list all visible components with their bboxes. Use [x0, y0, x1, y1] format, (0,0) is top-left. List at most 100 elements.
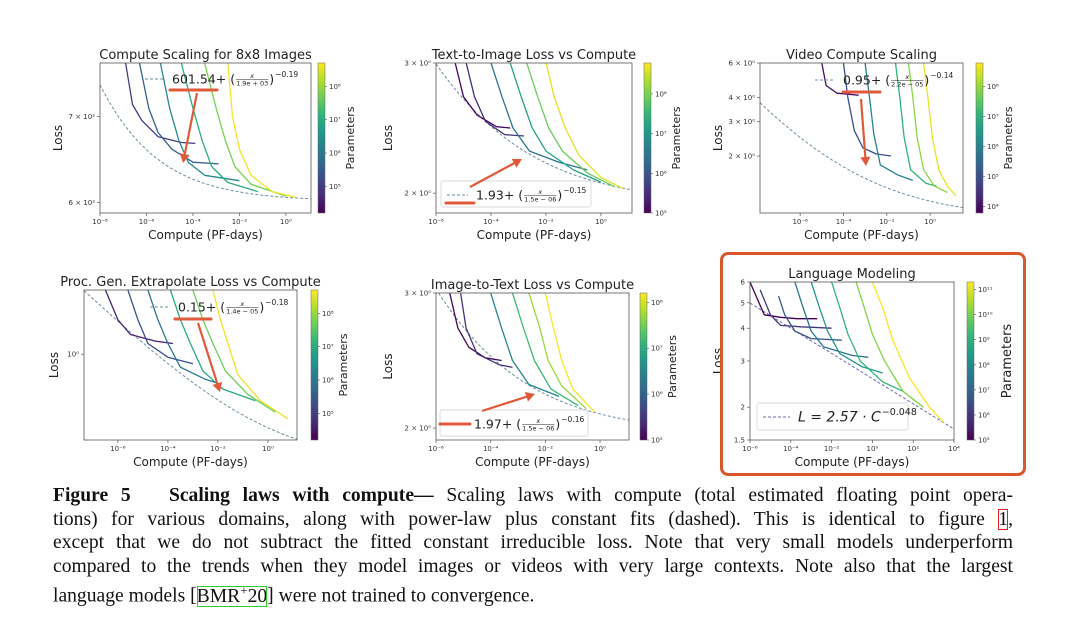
plot-frame: [435, 292, 630, 441]
series-line: [544, 293, 595, 413]
fit-line-dashed: [760, 102, 963, 209]
series-line: [459, 293, 513, 369]
colorbar-label: Parameters: [1002, 106, 1015, 169]
fit-equation-plus: + (: [206, 300, 225, 315]
fit-equation-close: ): [557, 188, 562, 203]
series-line: [454, 63, 511, 129]
fit-numerator: x: [239, 300, 244, 308]
y-tick-label: 6 × 10²: [69, 199, 96, 207]
colorbar-tick-label: 10⁷: [987, 113, 999, 121]
colorbar-tick-label: 10⁸: [655, 90, 667, 98]
series-line: [138, 63, 219, 165]
language-modeling-highlight-box: [720, 252, 1026, 476]
series-line: [104, 290, 173, 345]
fit-equation-constant: 1.93: [476, 188, 504, 203]
caption-line: Figure 5 Scaling laws with compute— Scal…: [53, 484, 1013, 508]
series-line: [449, 293, 502, 362]
fit-line-dashed: [100, 84, 311, 200]
plot-frame: [83, 289, 298, 441]
fit-equation-plus: + (: [504, 188, 523, 203]
y-tick-label: 2 × 10⁰: [405, 425, 432, 433]
colorbar: [643, 62, 652, 214]
annotation-arrow-head-icon: [212, 381, 223, 392]
colorbar-tick-label: 10⁶: [987, 143, 999, 151]
x-axis-label: Compute (PF-days): [477, 228, 592, 242]
y-axis-label: Loss: [51, 125, 65, 151]
y-axis-label: Loss: [381, 353, 395, 379]
fit-equation-constant: 601.54: [172, 72, 216, 87]
plot-area: [100, 63, 311, 213]
caption-text: tions) for various domains, along with p…: [53, 508, 999, 530]
fit-equation-plus: + (: [502, 417, 521, 432]
colorbar-tick-label: 10⁶: [651, 391, 663, 399]
colorbar-tick-label: 10⁶: [978, 411, 990, 419]
fit-equation-constant: 0.95: [843, 73, 871, 88]
y-tick-label: 4 × 10⁰: [729, 94, 756, 102]
fit-equation-close: ): [555, 417, 560, 432]
series-line: [794, 282, 869, 358]
y-tick-label: 5: [741, 299, 745, 307]
colorbar-tick-label: 10⁷: [322, 343, 334, 351]
series-line: [810, 282, 883, 374]
plot-frame: [99, 62, 312, 214]
x-tick-label: 10⁰: [280, 218, 292, 226]
series-line: [511, 293, 579, 407]
caption-text: ] were not trained to convergence.: [267, 585, 535, 607]
fit-denominator: 1.4e − 05: [226, 308, 258, 316]
fit-equation-constant: 0.15: [178, 300, 206, 315]
fit-denominator: 1.5e − 06: [522, 425, 554, 433]
series-line: [894, 63, 937, 187]
x-tick-label: 10⁻⁴: [836, 218, 852, 226]
plot-area: [84, 290, 297, 440]
colorbar-tick-label: 10¹¹: [978, 286, 993, 294]
series-line: [465, 63, 525, 137]
series-line: [203, 63, 287, 197]
x-tick-label: 10²: [907, 445, 919, 453]
fit-equation-close: ): [269, 72, 274, 87]
x-tick-label: 10⁻⁶: [792, 218, 808, 226]
x-tick-label: 10⁻²: [210, 445, 226, 453]
annotation-arrow-head-icon: [860, 156, 871, 166]
series-line: [192, 290, 276, 413]
series-line: [855, 282, 924, 408]
fit-numerator: x: [249, 72, 254, 80]
x-tick-label: 10⁻⁴: [160, 445, 176, 453]
y-tick-label: 7 × 10²: [69, 113, 96, 121]
colorbar-tick-label: 10¹⁰: [978, 311, 993, 319]
fit-equation-plus: + (: [216, 72, 235, 87]
fit-exponent: −0.048: [882, 407, 917, 418]
x-tick-label: 10⁻⁸: [92, 218, 108, 226]
fit-exponent: −0.16: [561, 415, 584, 424]
caption-title: Scaling laws with compute—: [168, 485, 434, 506]
citation-link-bmr20[interactable]: BMR+20: [196, 582, 268, 607]
y-tick-label: 10⁰: [67, 351, 79, 359]
colorbar-tick-label: 10⁸: [329, 83, 341, 91]
colorbar-tick-label: 10⁹: [978, 336, 990, 344]
y-axis-label: Loss: [47, 352, 61, 378]
colorbar-tick-label: 10⁷: [655, 130, 667, 138]
annotation-arrow-shaft: [196, 322, 219, 384]
y-axis-label: Loss: [381, 125, 395, 151]
caption-line: except that we do not subtract the fitte…: [53, 531, 1013, 555]
x-tick-label: 10⁴: [948, 445, 960, 453]
colorbar-tick-label: 10⁸: [651, 299, 663, 307]
x-tick-label: 10⁻²: [232, 218, 248, 226]
x-tick-label: 10⁰: [594, 445, 606, 453]
colorbar: [310, 289, 319, 441]
series-line: [526, 63, 615, 188]
annotation-arrow-head-icon: [179, 153, 190, 163]
colorbar-tick-label: 10⁸: [987, 83, 999, 91]
chart-title: Video Compute Scaling: [786, 48, 937, 63]
y-tick-label: 6 × 10⁰: [729, 60, 756, 68]
colorbar-tick-label: 10⁸: [978, 361, 990, 369]
series-line: [490, 293, 560, 398]
x-tick-label: 10⁻⁶: [742, 445, 758, 453]
figure-reference-link[interactable]: 1: [998, 508, 1009, 530]
fit-equation-close: ): [259, 300, 264, 315]
y-tick-label: 3: [741, 358, 745, 366]
fit-exponent: −0.15: [563, 186, 586, 195]
colorbar-tick-label: 10⁷: [329, 116, 341, 124]
y-axis-label: Loss: [711, 125, 725, 151]
chart-title: Compute Scaling for 8x8 Images: [99, 48, 312, 63]
annotation-arrow-head-icon: [524, 391, 535, 402]
